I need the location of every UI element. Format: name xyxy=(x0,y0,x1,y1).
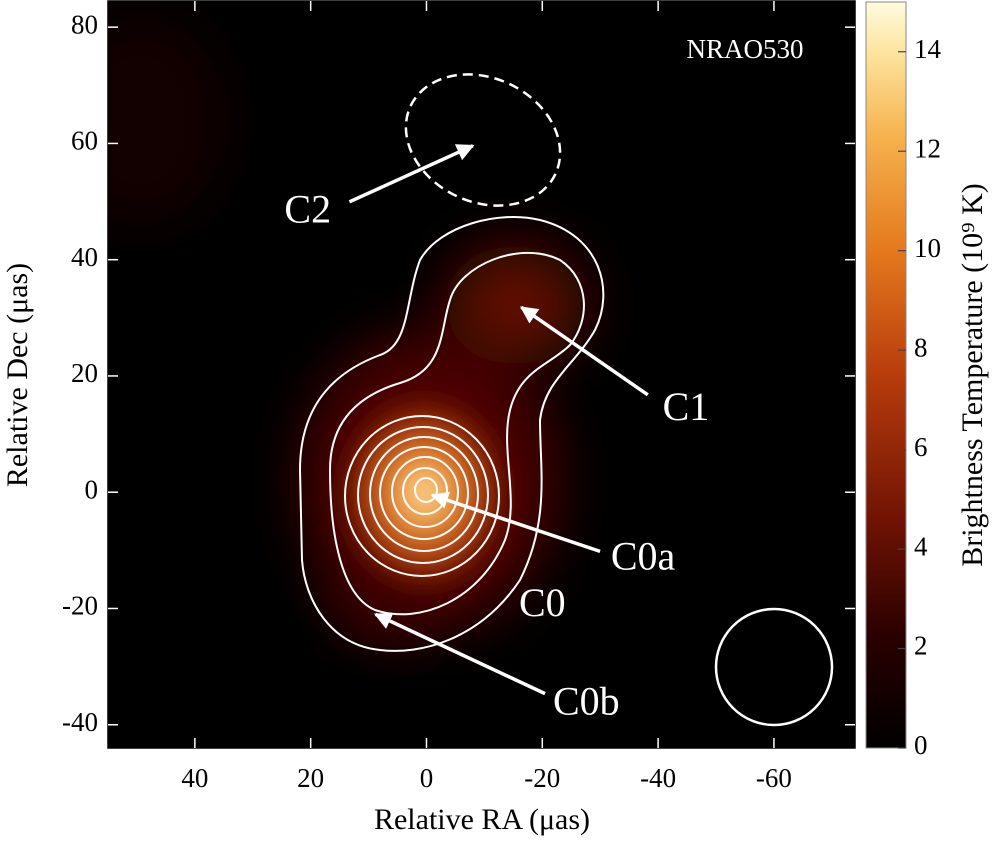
colorbar-tick-label: 8 xyxy=(914,332,928,362)
contour xyxy=(402,467,448,515)
contour xyxy=(357,426,489,564)
contour xyxy=(379,446,469,540)
annotation-arrow xyxy=(373,612,546,696)
colorbar xyxy=(865,1,907,749)
colorbar-tick-label: 2 xyxy=(914,631,928,661)
annotation-label: C0b xyxy=(553,679,620,724)
contour xyxy=(328,251,585,616)
y-tick-label: 60 xyxy=(71,126,98,156)
colorbar-tick-label: 4 xyxy=(914,531,928,561)
x-tick-label: -40 xyxy=(640,763,676,793)
contours xyxy=(298,216,605,652)
annotation-arrow xyxy=(348,144,475,204)
contour xyxy=(391,456,459,528)
colorbar-tick-label: 6 xyxy=(914,432,928,462)
beam xyxy=(714,607,834,727)
annotation-label: C2 xyxy=(284,186,331,231)
y-tick-label: 0 xyxy=(85,474,99,504)
contour xyxy=(414,477,438,503)
c2-ellipse xyxy=(404,73,562,207)
y-axis-label: Relative Dec (μas) xyxy=(1,263,34,487)
y-tick-label: -40 xyxy=(62,707,98,737)
x-tick-label: 0 xyxy=(420,763,434,793)
colorbar-tick-label: 14 xyxy=(914,34,942,64)
colorbar-tick-label: 0 xyxy=(914,730,928,760)
annotation-label: C0a xyxy=(611,533,676,578)
contour xyxy=(298,216,605,652)
y-tick-label: 80 xyxy=(71,9,98,39)
source-label: NRAO530 xyxy=(686,34,803,64)
contour xyxy=(369,436,479,552)
diffuse xyxy=(108,10,230,230)
colorbar-label: Brightness Temperature (10⁹ K) xyxy=(956,183,989,567)
colorbar-tick-label: 10 xyxy=(914,233,941,263)
y-tick-label: 40 xyxy=(71,242,98,272)
colorbar-tick-label: 12 xyxy=(914,133,941,163)
x-tick-label: 40 xyxy=(181,763,208,793)
annotation-label: C1 xyxy=(663,384,710,429)
x-tick-label: 20 xyxy=(297,763,324,793)
c0a-blob xyxy=(329,383,519,603)
x-tick-label: -60 xyxy=(756,763,792,793)
annotation-label: C0 xyxy=(519,580,566,625)
annotation-arrow xyxy=(430,491,601,554)
annotation-arrow xyxy=(520,305,649,397)
y-tick-label: 20 xyxy=(71,358,98,388)
image xyxy=(108,1,855,748)
x-axis-label: Relative RA (μas) xyxy=(374,803,590,836)
plot-frame xyxy=(107,0,856,749)
c1-blob xyxy=(445,245,585,365)
y-tick-label: -20 xyxy=(62,591,98,621)
x-tick-label: -20 xyxy=(524,763,560,793)
contour xyxy=(344,415,500,577)
